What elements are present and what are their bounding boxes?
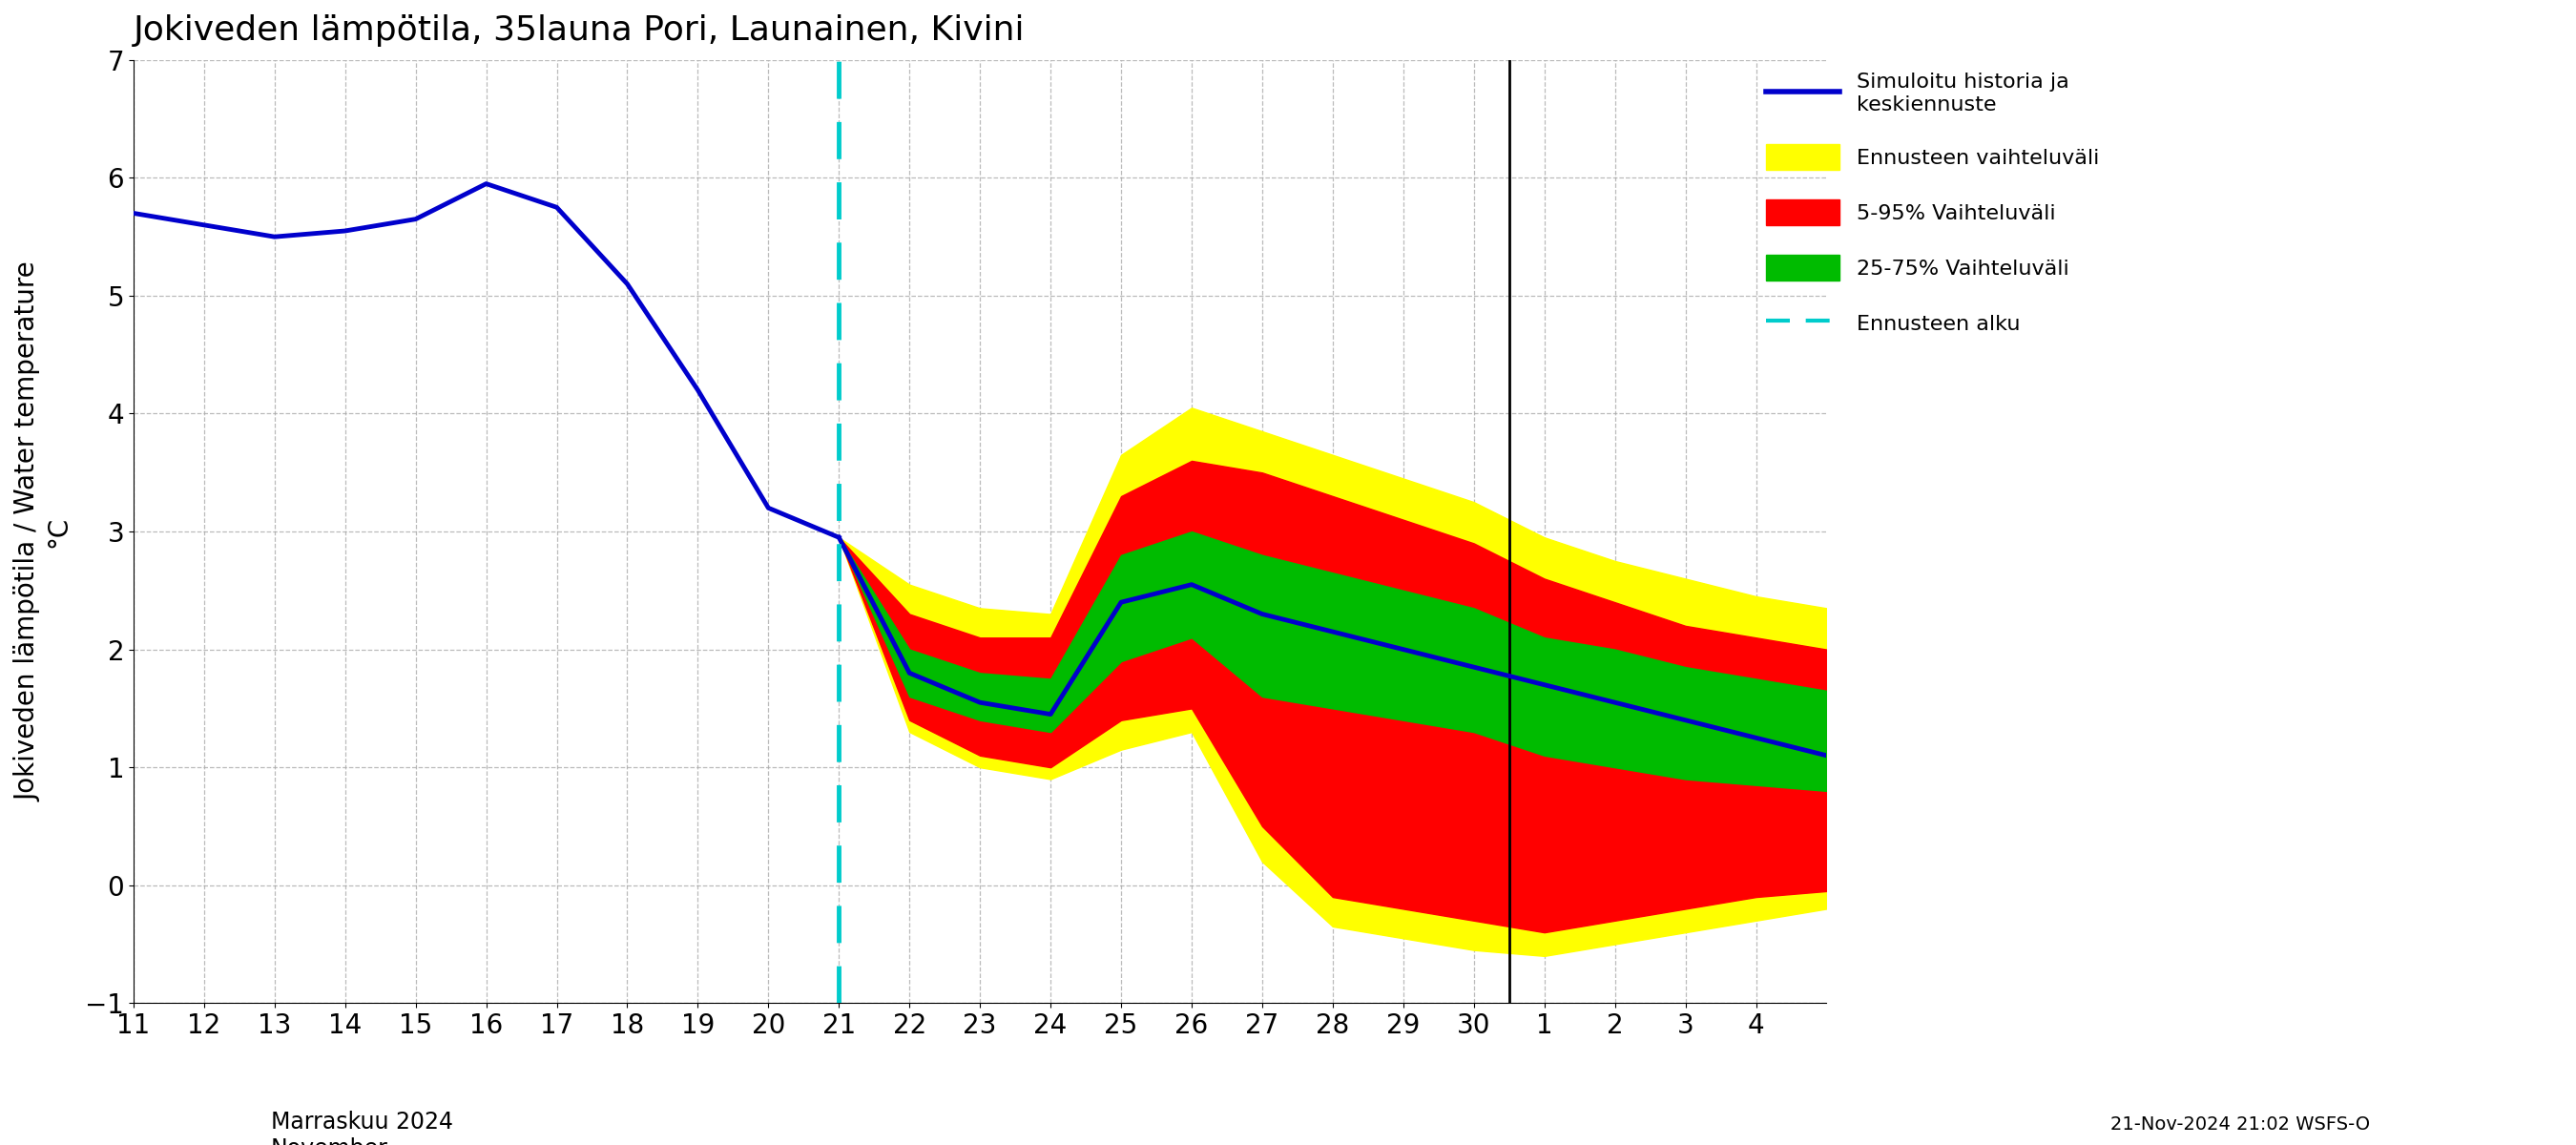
Text: Jokiveden lämpötila, 35launa Pori, Launainen, Kivini: Jokiveden lämpötila, 35launa Pori, Launa… — [134, 14, 1025, 47]
Y-axis label: Jokiveden lämpötila / Water temperature
°C: Jokiveden lämpötila / Water temperature … — [15, 261, 72, 802]
Legend: Simuloitu historia ja
keskiennuste, Ennusteen vaihteluväli, 5-95% Vaihteluväli, : Simuloitu historia ja keskiennuste, Ennu… — [1744, 52, 2120, 357]
Text: 21-Nov-2024 21:02 WSFS-O: 21-Nov-2024 21:02 WSFS-O — [2110, 1115, 2370, 1134]
Text: Marraskuu 2024
November: Marraskuu 2024 November — [270, 1111, 453, 1145]
